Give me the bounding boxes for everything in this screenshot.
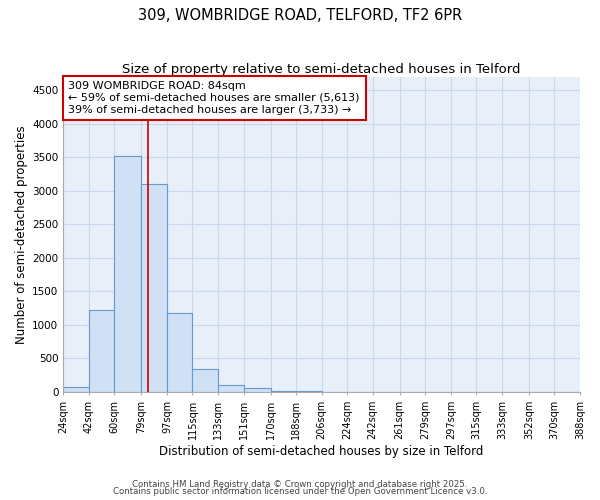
Y-axis label: Number of semi-detached properties: Number of semi-detached properties <box>15 125 28 344</box>
Bar <box>115 156 142 392</box>
Title: Size of property relative to semi-detached houses in Telford: Size of property relative to semi-detach… <box>122 62 521 76</box>
Bar <box>89 310 115 392</box>
Text: 309, WOMBRIDGE ROAD, TELFORD, TF2 6PR: 309, WOMBRIDGE ROAD, TELFORD, TF2 6PR <box>138 8 462 22</box>
Bar <box>142 184 167 392</box>
Text: 309 WOMBRIDGE ROAD: 84sqm
← 59% of semi-detached houses are smaller (5,613)
39% : 309 WOMBRIDGE ROAD: 84sqm ← 59% of semi-… <box>68 82 360 114</box>
Text: Contains HM Land Registry data © Crown copyright and database right 2025.: Contains HM Land Registry data © Crown c… <box>132 480 468 489</box>
X-axis label: Distribution of semi-detached houses by size in Telford: Distribution of semi-detached houses by … <box>160 444 484 458</box>
Bar <box>271 390 296 392</box>
Bar <box>167 314 193 392</box>
Bar <box>244 388 271 392</box>
Bar <box>218 385 244 392</box>
Bar <box>63 387 89 392</box>
Text: Contains public sector information licensed under the Open Government Licence v3: Contains public sector information licen… <box>113 487 487 496</box>
Bar <box>193 369 218 392</box>
